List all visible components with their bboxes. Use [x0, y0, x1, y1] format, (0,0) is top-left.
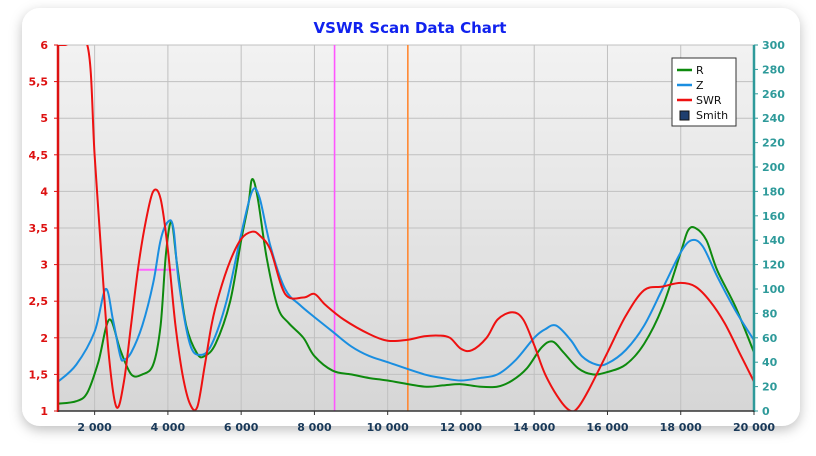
- legend-label: SWR: [696, 94, 722, 107]
- right-axis-tick-label: 120: [762, 259, 785, 272]
- x-axis-tick-label: 4 000: [151, 421, 186, 434]
- legend-label: Smith: [696, 109, 728, 122]
- chart-title: VSWR Scan Data Chart: [314, 19, 507, 37]
- right-axis-tick-label: 220: [762, 137, 785, 150]
- x-axis-tick-label: 16 000: [586, 421, 628, 434]
- series-lines: [58, 45, 754, 411]
- legend: RZ SWR Smith: [671, 57, 737, 127]
- right-axis-tick-label: 260: [762, 88, 785, 101]
- left-axis-tick-label: 3: [40, 259, 48, 272]
- left-axis-tick-label: 5,5: [29, 76, 49, 89]
- x-axis-tick-label: 10 000: [367, 421, 409, 434]
- axes: 11,522,533,544,555,560204060801001201401…: [29, 39, 786, 434]
- right-axis-tick-label: 0: [762, 405, 770, 418]
- right-axis-tick-label: 100: [762, 283, 785, 296]
- series-line-z: [58, 187, 754, 383]
- legend-label: R: [696, 64, 704, 77]
- x-axis-tick-label: 8 000: [297, 421, 332, 434]
- left-axis-tick-label: 2,5: [29, 295, 49, 308]
- x-axis-tick-label: 14 000: [513, 421, 555, 434]
- left-axis-tick-label: 5: [40, 112, 48, 125]
- x-axis-tick-label: 20 000: [733, 421, 775, 434]
- right-axis-tick-label: 300: [762, 39, 785, 52]
- left-axis-tick-label: 1: [40, 405, 48, 418]
- left-axis-tick-label: 4: [40, 185, 48, 198]
- right-axis-tick-label: 40: [762, 356, 778, 369]
- x-axis-tick-label: 12 000: [440, 421, 482, 434]
- legend-swatch: [679, 110, 690, 121]
- legend-label: Z: [696, 79, 704, 92]
- left-axis-tick-label: 2: [40, 332, 48, 345]
- series-line-r: [58, 178, 754, 405]
- series-line-swr: [58, 45, 754, 411]
- right-axis-tick-label: 60: [762, 332, 778, 345]
- right-axis-tick-label: 20: [762, 381, 778, 394]
- left-axis-tick-label: 6: [40, 39, 48, 52]
- right-axis-tick-label: 160: [762, 210, 785, 223]
- x-axis-tick-label: 6 000: [224, 421, 259, 434]
- right-axis-tick-label: 180: [762, 185, 785, 198]
- right-axis-tick-label: 80: [762, 307, 778, 320]
- left-axis-tick-label: 1,5: [29, 368, 49, 381]
- right-axis-tick-label: 200: [762, 161, 785, 174]
- left-axis-tick-label: 3,5: [29, 222, 49, 235]
- x-axis-tick-label: 2 000: [77, 421, 112, 434]
- right-axis-tick-label: 280: [762, 63, 785, 76]
- right-axis-tick-label: 140: [762, 234, 785, 247]
- right-axis-tick-label: 240: [762, 112, 785, 125]
- x-axis-tick-label: 18 000: [660, 421, 702, 434]
- left-axis-tick-label: 4,5: [29, 149, 49, 162]
